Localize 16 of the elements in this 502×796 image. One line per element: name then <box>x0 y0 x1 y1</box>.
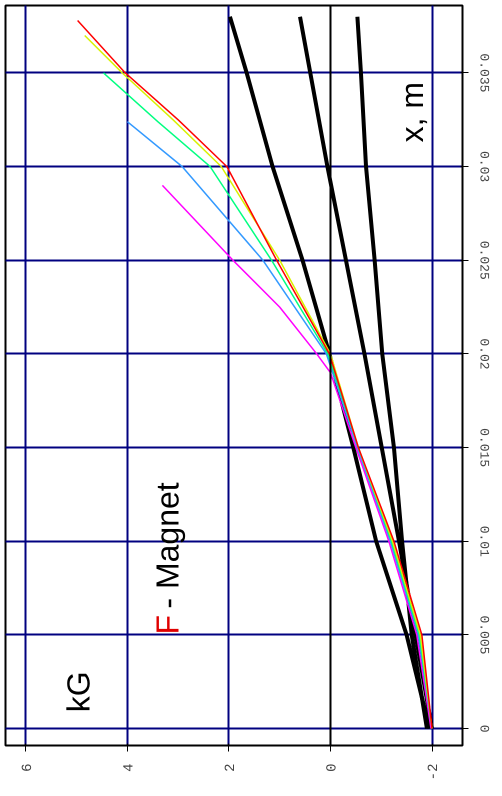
y-tick-label: 0 <box>476 724 492 733</box>
y-tick-label: 0.02 <box>476 338 492 370</box>
y-tick-label: 0.005 <box>476 615 492 654</box>
x-tick-label: 0 <box>324 763 340 772</box>
annotation: F - Magnet <box>150 482 186 634</box>
x-tick-label: -2 <box>426 763 442 780</box>
y-axis-title: x, m <box>394 82 430 142</box>
annotation: kG <box>60 671 97 712</box>
y-tick-label: 0.015 <box>476 428 492 468</box>
x-tick-label: 4 <box>121 763 138 772</box>
y-tick-label: 0.03 <box>476 151 492 182</box>
x-tick-label: 2 <box>222 763 239 772</box>
x-tick-label: 6 <box>20 763 36 772</box>
y-tick-label: 0.01 <box>476 526 492 558</box>
y-tick-label: 0.035 <box>476 53 492 92</box>
y-tick-label: 0.025 <box>476 240 492 280</box>
